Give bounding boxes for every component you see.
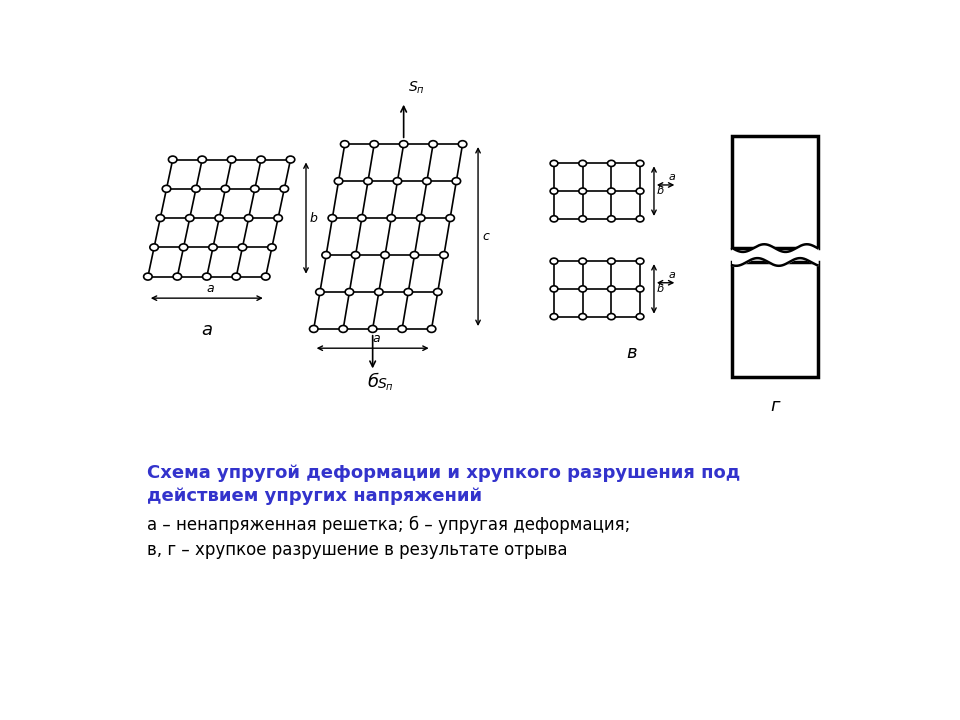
- Text: г: г: [770, 397, 780, 415]
- Ellipse shape: [608, 258, 615, 264]
- Ellipse shape: [286, 156, 295, 163]
- Ellipse shape: [445, 215, 454, 222]
- Ellipse shape: [550, 258, 558, 264]
- Ellipse shape: [346, 289, 353, 295]
- Ellipse shape: [608, 216, 615, 222]
- Ellipse shape: [268, 244, 276, 251]
- Ellipse shape: [369, 325, 377, 333]
- Ellipse shape: [427, 325, 436, 333]
- Ellipse shape: [636, 216, 644, 222]
- Ellipse shape: [579, 286, 587, 292]
- Ellipse shape: [434, 289, 442, 295]
- Ellipse shape: [417, 215, 425, 222]
- Text: a: a: [669, 172, 676, 182]
- Text: $S_п$: $S_п$: [376, 377, 394, 393]
- Ellipse shape: [328, 215, 337, 222]
- Text: b: b: [657, 186, 664, 196]
- Ellipse shape: [198, 156, 206, 163]
- Ellipse shape: [550, 188, 558, 194]
- Bar: [732, 262, 818, 377]
- Ellipse shape: [341, 140, 349, 148]
- Ellipse shape: [251, 185, 259, 192]
- Ellipse shape: [579, 161, 587, 166]
- Ellipse shape: [280, 185, 289, 192]
- Ellipse shape: [422, 178, 431, 184]
- Text: Схема упругой деформации и хрупкого разрушения под
действием упругих напряжений: Схема упругой деформации и хрупкого разр…: [147, 464, 740, 505]
- Text: в: в: [627, 343, 637, 361]
- Text: b: b: [310, 212, 318, 225]
- Ellipse shape: [150, 244, 158, 251]
- Ellipse shape: [608, 188, 615, 194]
- Ellipse shape: [429, 140, 438, 148]
- Text: а: а: [202, 321, 212, 339]
- Ellipse shape: [221, 185, 229, 192]
- Ellipse shape: [203, 273, 211, 280]
- Ellipse shape: [351, 251, 360, 258]
- Ellipse shape: [215, 215, 224, 222]
- Ellipse shape: [357, 215, 366, 222]
- Ellipse shape: [238, 244, 247, 251]
- Text: а – ненапряженная решетка; б – упругая деформация;: а – ненапряженная решетка; б – упругая д…: [147, 516, 631, 534]
- Text: b: b: [657, 284, 664, 294]
- Ellipse shape: [156, 215, 164, 222]
- Ellipse shape: [636, 188, 644, 194]
- Ellipse shape: [399, 140, 408, 148]
- Ellipse shape: [636, 161, 644, 166]
- Ellipse shape: [387, 215, 396, 222]
- Ellipse shape: [397, 325, 406, 333]
- Ellipse shape: [550, 286, 558, 292]
- Ellipse shape: [381, 251, 390, 258]
- Ellipse shape: [185, 215, 194, 222]
- Text: a: a: [372, 333, 380, 346]
- Ellipse shape: [608, 161, 615, 166]
- Ellipse shape: [410, 251, 419, 258]
- Ellipse shape: [404, 289, 413, 295]
- Ellipse shape: [256, 156, 265, 163]
- Ellipse shape: [550, 161, 558, 166]
- Ellipse shape: [309, 325, 318, 333]
- Ellipse shape: [245, 215, 252, 222]
- Ellipse shape: [636, 258, 644, 264]
- Ellipse shape: [173, 273, 181, 280]
- Ellipse shape: [192, 185, 201, 192]
- Ellipse shape: [364, 178, 372, 184]
- Text: a: a: [669, 270, 676, 280]
- Ellipse shape: [274, 215, 282, 222]
- Ellipse shape: [261, 273, 270, 280]
- Ellipse shape: [608, 286, 615, 292]
- Text: a: a: [206, 282, 214, 295]
- Ellipse shape: [322, 251, 330, 258]
- Ellipse shape: [636, 286, 644, 292]
- Ellipse shape: [162, 185, 171, 192]
- Ellipse shape: [339, 325, 348, 333]
- Ellipse shape: [440, 251, 448, 258]
- Ellipse shape: [394, 178, 401, 184]
- Ellipse shape: [579, 216, 587, 222]
- Ellipse shape: [316, 289, 324, 295]
- Ellipse shape: [550, 216, 558, 222]
- Text: в, г – хрупкое разрушение в результате отрыва: в, г – хрупкое разрушение в результате о…: [147, 541, 567, 559]
- Ellipse shape: [579, 188, 587, 194]
- Ellipse shape: [579, 313, 587, 320]
- Ellipse shape: [168, 156, 177, 163]
- Ellipse shape: [550, 313, 558, 320]
- Text: c: c: [482, 230, 489, 243]
- Text: б: б: [367, 373, 378, 391]
- Ellipse shape: [608, 313, 615, 320]
- Ellipse shape: [208, 244, 217, 251]
- Ellipse shape: [180, 244, 188, 251]
- Bar: [732, 137, 818, 248]
- Ellipse shape: [579, 258, 587, 264]
- Ellipse shape: [144, 273, 153, 280]
- Ellipse shape: [636, 313, 644, 320]
- Ellipse shape: [452, 178, 461, 184]
- Ellipse shape: [370, 140, 378, 148]
- Ellipse shape: [458, 140, 467, 148]
- Text: $S_п$: $S_п$: [408, 80, 424, 96]
- Ellipse shape: [232, 273, 241, 280]
- Ellipse shape: [228, 156, 236, 163]
- Ellipse shape: [374, 289, 383, 295]
- Ellipse shape: [334, 178, 343, 184]
